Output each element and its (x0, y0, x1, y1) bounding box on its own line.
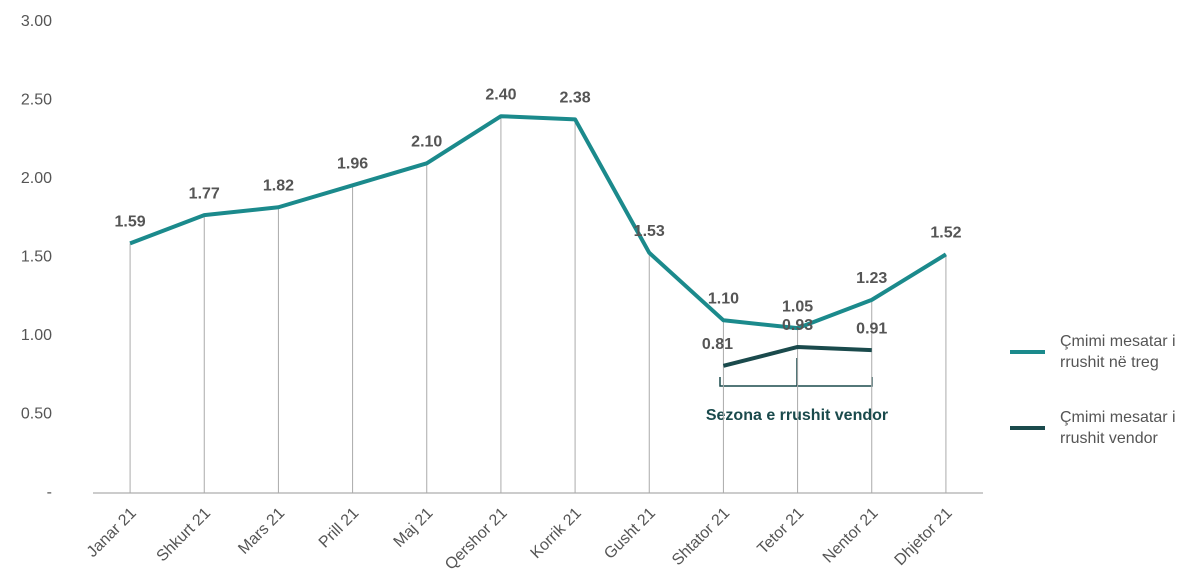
x-tick-label: Gusht 21 (601, 505, 659, 563)
x-tick-label: Korrik 21 (528, 505, 585, 562)
x-tick-label: Janar 21 (84, 505, 140, 561)
x-tick-label: Nentor 21 (820, 505, 882, 567)
series-line (722, 344, 872, 368)
data-label: 0.93 (782, 317, 813, 334)
data-label: 0.91 (856, 320, 887, 337)
data-label: 1.10 (708, 291, 739, 308)
x-tick-label: Qershor 21 (442, 505, 511, 574)
x-tick-label: Prill 21 (316, 505, 363, 552)
legend-label: Çmimi mesatar i rrushit vendor (1060, 409, 1176, 447)
x-tick-label: Shkurt 21 (154, 505, 215, 566)
data-label: 2.40 (485, 86, 516, 103)
series-line (129, 114, 947, 331)
x-tick-label: Mars 21 (235, 505, 288, 558)
data-label: 0.81 (702, 336, 733, 353)
x-tick-label: Dhjetor 21 (892, 505, 956, 569)
x-tick-label: Maj 21 (391, 505, 437, 551)
data-label: 1.23 (856, 270, 887, 287)
y-tick-label: 2.50 (21, 92, 52, 109)
y-tick-label: 3.00 (21, 13, 52, 30)
x-tick-label: Shtator 21 (669, 505, 733, 569)
data-label: 2.10 (411, 134, 442, 151)
y-tick-label: 1.50 (21, 249, 52, 266)
y-tick-label: 1.00 (21, 327, 52, 344)
y-tick-label: 2.00 (21, 170, 52, 187)
data-label: 1.52 (930, 225, 961, 242)
data-label: 1.59 (115, 214, 146, 231)
data-label: 2.38 (560, 90, 591, 107)
data-label: 1.82 (263, 177, 294, 194)
data-label: 1.05 (782, 298, 813, 315)
data-label: 1.96 (337, 155, 368, 172)
y-tick-label: - (47, 484, 52, 501)
data-label: 1.77 (189, 185, 220, 202)
x-tick-label: Tetor 21 (754, 505, 807, 558)
y-tick-label: 0.50 (21, 406, 52, 423)
annotation: Sezona e rrushit vendor (706, 407, 888, 424)
legend-label: Çmimi mesatar i rrushit në treg (1060, 333, 1176, 371)
data-label: 1.53 (634, 223, 665, 240)
